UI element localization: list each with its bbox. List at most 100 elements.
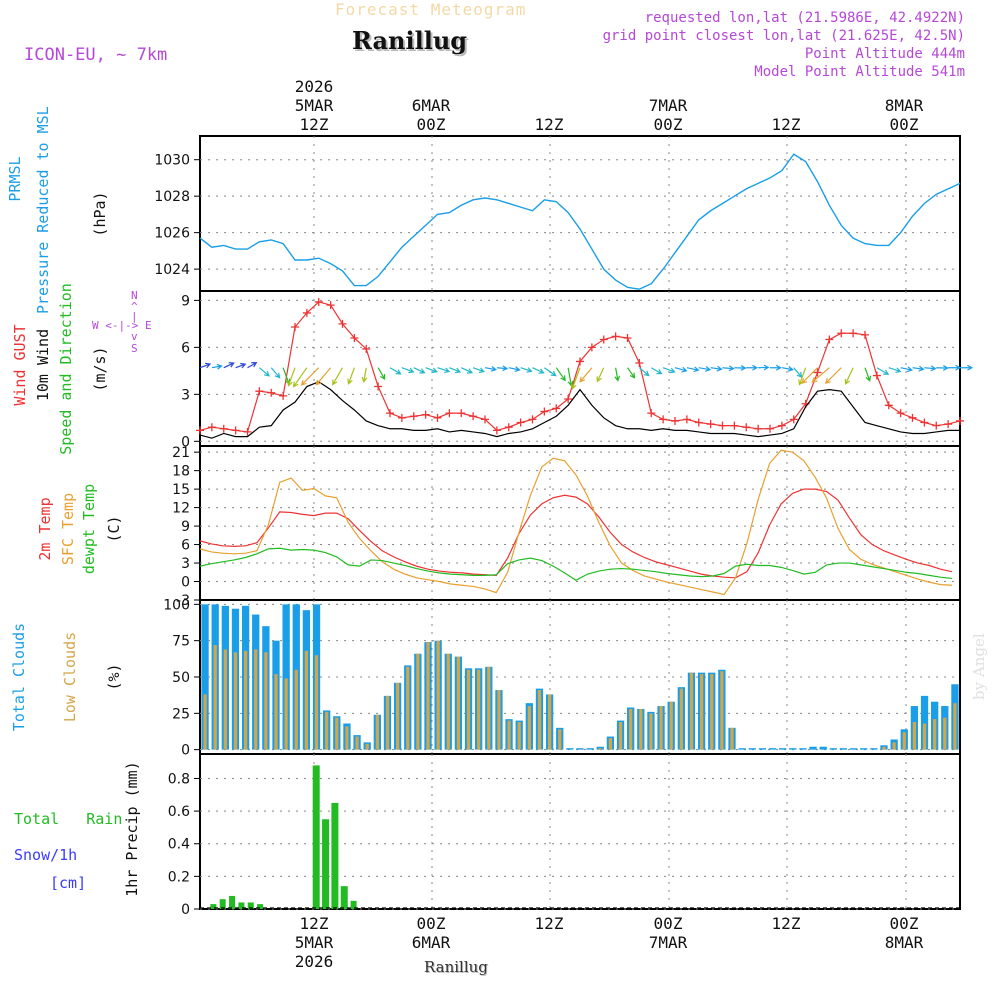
total-cloud-bar (566, 748, 574, 750)
wind-direction-arrow (924, 365, 937, 372)
total-cloud-bar (870, 748, 878, 750)
y-tick-label: 6 (181, 340, 190, 356)
low-cloud-bar (446, 653, 450, 750)
wind-direction-arrow (401, 367, 415, 374)
total-cloud-bar (738, 748, 746, 750)
low-cloud-bar (679, 688, 683, 750)
gust-marker (872, 371, 881, 380)
gust-marker (647, 409, 656, 418)
wind-direction-arrow (377, 367, 386, 381)
low-cloud-bar (710, 674, 714, 750)
wind-direction-arrow (199, 362, 212, 369)
wind-direction-arrow (520, 367, 533, 373)
gust-marker (350, 333, 359, 342)
gust-marker (196, 426, 204, 435)
gust-marker (469, 412, 478, 421)
gust-marker (219, 424, 228, 433)
y-tick-label: 9 (181, 519, 190, 535)
total-cloud-bar (201, 604, 209, 750)
gust-marker (291, 323, 299, 332)
wind-direction-arrow (300, 367, 320, 386)
total-cloud-bar (839, 748, 848, 750)
low-cloud-bar (608, 738, 613, 750)
wind-direction-arrow (960, 364, 974, 371)
gust-marker (587, 343, 596, 352)
wind-direction-arrow (758, 364, 770, 371)
rain-bar (322, 819, 330, 909)
total-cloud-bar (768, 748, 777, 750)
gust-marker (338, 319, 347, 328)
gust-marker (552, 404, 561, 413)
gust-marker (386, 409, 394, 418)
wind-direction-arrow (638, 367, 650, 377)
y-tick-label: 0.2 (168, 869, 190, 885)
gust-marker (706, 420, 715, 429)
wind-direction-arrow (258, 367, 270, 377)
gust-marker (421, 410, 430, 419)
y-tick-label: 1026 (154, 226, 190, 242)
low-cloud-bar (375, 714, 379, 750)
y-tick-label: 0 (181, 575, 190, 591)
footer-location: Ranillug (424, 958, 488, 976)
rain-bar (247, 902, 254, 909)
gust-marker (896, 409, 905, 418)
location-title: Ranillug (352, 26, 468, 55)
gust-marker (362, 344, 371, 353)
rain-bar (331, 802, 339, 909)
rain-bar (219, 899, 226, 909)
wind-direction-arrow (235, 362, 247, 369)
temp-2m-line (199, 488, 953, 579)
bottom-time-label: 12Z (771, 914, 801, 933)
wind-direction-arrow (332, 367, 344, 386)
wind-direction-arrow (936, 365, 949, 371)
gust-marker (837, 329, 846, 338)
y-tick-label: 9 (181, 293, 190, 309)
wind-direction-arrow (650, 367, 663, 375)
wind-direction-arrow (282, 367, 291, 385)
wind-direction-arrow (361, 367, 368, 383)
total-cloud-bar (799, 748, 807, 750)
low-cloud-bar (902, 732, 906, 750)
low-cloud-bar (547, 694, 552, 750)
gust-marker (314, 297, 323, 306)
y-tick-label: 21 (172, 445, 190, 461)
gust-marker (920, 418, 929, 427)
total-cloud-bar (789, 748, 797, 750)
precip-snow-unit: [cm] (50, 874, 87, 892)
y-tick-label: 15 (172, 482, 190, 498)
wind-direction-arrow (347, 367, 355, 385)
wind-direction-arrow (544, 367, 557, 377)
wind-direction-arrow (746, 364, 759, 371)
wind-direction-arrow (425, 367, 438, 374)
y-tick-label: 1024 (154, 262, 190, 278)
gust-marker (944, 420, 953, 429)
wind-direction-arrow (567, 367, 574, 387)
low-cloud-bar (314, 655, 319, 750)
low-cloud-bar (436, 640, 440, 750)
model-altitude: Model Point Altitude 541m (754, 64, 965, 80)
gust-marker (255, 387, 264, 396)
compass-down: v (131, 330, 138, 343)
low-cloud-bar (689, 672, 694, 750)
temp-dewpt-line (199, 547, 953, 581)
gust-marker (908, 413, 917, 422)
wind-direction-arrow (770, 364, 782, 371)
total-cloud-bar (860, 748, 868, 750)
y-tick-label: 50 (172, 670, 190, 686)
low-cloud-bar (629, 708, 633, 750)
wind-direction-arrow (888, 367, 902, 374)
gust-marker (623, 333, 632, 342)
total-cloud-bar (586, 748, 594, 750)
wind-direction-arrow (270, 367, 281, 379)
wind-direction-arrow (781, 366, 794, 372)
low-cloud-bar (345, 726, 349, 750)
wind-direction-arrow (627, 367, 636, 379)
gust-marker (694, 418, 703, 427)
panel-frame (199, 445, 961, 601)
wind-direction-arrow (292, 367, 308, 388)
wind-direction-arrow (484, 366, 498, 372)
gust-marker (718, 421, 727, 430)
low-cloud-bar (618, 722, 623, 750)
gust-marker (397, 413, 406, 422)
y-tick-label: 1030 (154, 153, 190, 169)
